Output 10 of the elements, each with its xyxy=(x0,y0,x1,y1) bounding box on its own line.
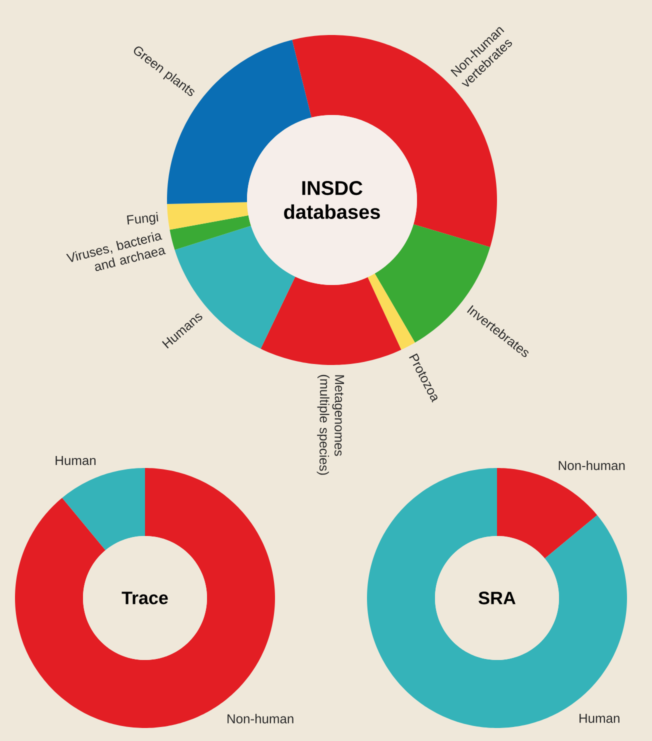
slice-label: Viruses, bacteria and archaea xyxy=(66,232,166,272)
slice-label: Metagenomes (multiple species) xyxy=(316,374,344,475)
slice-label: Human xyxy=(580,714,620,723)
text: SRA xyxy=(478,592,516,604)
text: INSDC databases xyxy=(284,180,380,219)
slice-label: Non-human xyxy=(558,460,625,470)
text: Trace xyxy=(122,592,168,604)
slice-label: Human xyxy=(56,456,96,466)
slice-label: Fungi xyxy=(126,212,158,225)
slice-label: Non-human xyxy=(228,714,294,724)
